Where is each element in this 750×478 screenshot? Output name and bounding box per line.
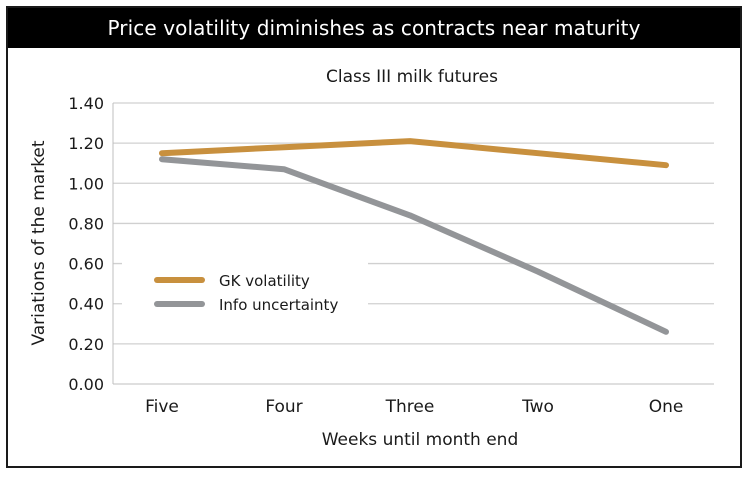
- y-tick-label: 0.00: [68, 375, 104, 394]
- banner-title: Price volatility diminishes as contracts…: [8, 8, 740, 48]
- chart-frame: Price volatility diminishes as contracts…: [6, 6, 742, 468]
- x-tick-label: Two: [521, 397, 554, 417]
- y-axis-label: Variations of the market: [29, 140, 49, 345]
- legend-label: GK volatility: [219, 272, 310, 290]
- series-lines: [159, 138, 669, 335]
- x-tick-label: One: [649, 397, 684, 417]
- legend-background: [122, 262, 368, 324]
- x-tick-label: Five: [145, 397, 179, 417]
- y-tick-label: 0.60: [68, 255, 104, 274]
- x-tick-label: Three: [385, 397, 435, 417]
- y-tick-label: 1.20: [68, 134, 104, 153]
- chart-title: Class III milk futures: [326, 67, 498, 87]
- y-tick-label: 0.40: [68, 295, 104, 314]
- y-tick-label: 1.00: [68, 174, 104, 193]
- y-tick-labels: 0.00 0.20 0.40 0.60 0.80 1.00 1.20 1.40: [68, 94, 104, 394]
- legend-label: Info uncertainty: [219, 296, 338, 314]
- series-line-gk-volatility: [159, 138, 669, 169]
- y-tick-label: 0.80: [68, 214, 104, 233]
- x-axis-label: Weeks until month end: [322, 430, 519, 450]
- y-tick-label: 0.20: [68, 335, 104, 354]
- y-tick-label: 1.40: [68, 94, 104, 113]
- x-tick-labels: Five Four Three Two One: [145, 397, 683, 417]
- legend: GK volatility Info uncertainty: [154, 272, 338, 314]
- x-tick-label: Four: [265, 397, 302, 417]
